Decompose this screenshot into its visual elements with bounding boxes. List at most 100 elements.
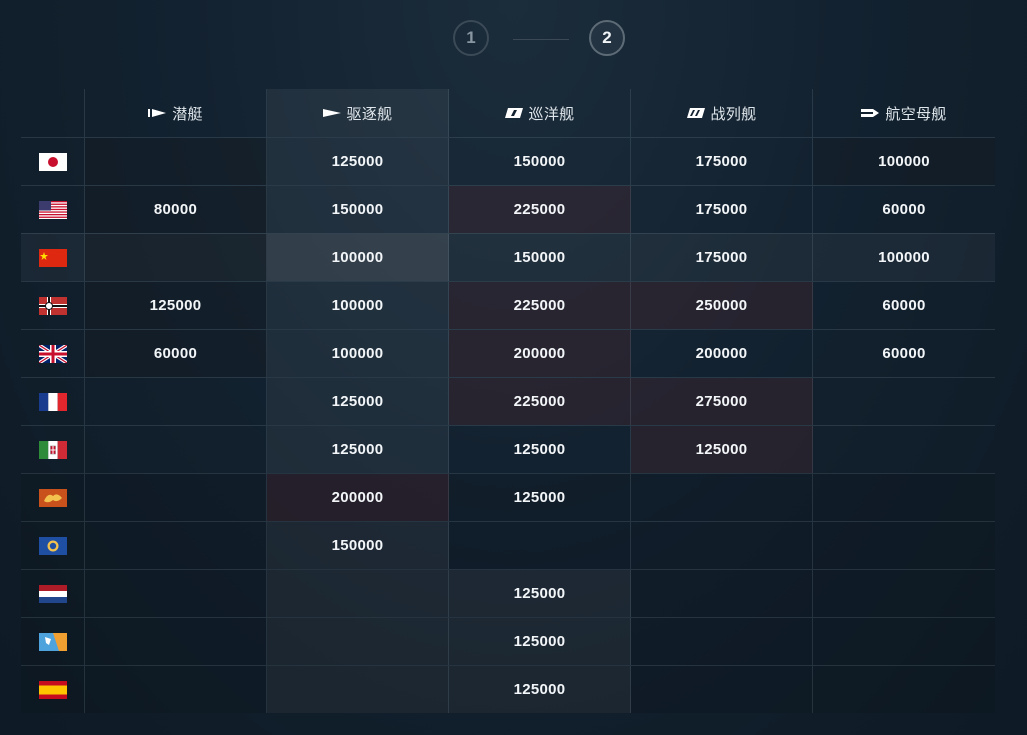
cell-cruiser: 125000 xyxy=(449,666,631,713)
page-2-button[interactable]: 2 xyxy=(589,20,625,56)
cell-battleship: 275000 xyxy=(631,378,813,425)
cell-battleship: 175000 xyxy=(631,138,813,185)
header-destroyer: 驱逐舰 xyxy=(267,89,449,137)
nation-cell xyxy=(21,282,85,329)
cell-battleship: 175000 xyxy=(631,186,813,233)
cell-destroyer: 100000 xyxy=(267,282,449,329)
header-cruiser: 巡洋舰 xyxy=(449,89,631,137)
table-row: 125000 xyxy=(21,617,995,665)
cell-destroyer xyxy=(267,666,449,713)
submarine-icon xyxy=(148,109,167,117)
uk-flag xyxy=(38,344,67,363)
table-row: 100000 150000 175000 100000 xyxy=(21,233,995,281)
cell-cruiser: 150000 xyxy=(449,234,631,281)
header-label: 航空母舰 xyxy=(885,105,947,123)
cell-cruiser: 225000 xyxy=(449,186,631,233)
pan-europe-flag xyxy=(38,488,67,507)
pan-america-flag xyxy=(38,632,67,651)
cell-aircraft-carrier: 60000 xyxy=(882,345,926,362)
italy-flag xyxy=(38,440,67,459)
header-label: 潜艇 xyxy=(172,105,203,123)
table-row: 150000 xyxy=(21,521,995,569)
cell-aircraft-carrier: 60000 xyxy=(882,201,926,218)
page-1-button[interactable]: 1 xyxy=(453,20,489,56)
pagination-connector xyxy=(513,39,569,40)
cell-battleship: 175000 xyxy=(631,234,813,281)
nation-cell xyxy=(21,234,85,281)
cell-battleship xyxy=(631,666,813,713)
cell-cruiser: 125000 xyxy=(449,474,631,521)
france-flag xyxy=(38,392,67,411)
cell-destroyer: 125000 xyxy=(267,426,449,473)
germany-flag xyxy=(38,296,67,315)
cell-battleship xyxy=(631,474,813,521)
usa-flag xyxy=(38,200,67,219)
cell-submarine xyxy=(85,234,267,281)
cell-submarine xyxy=(85,666,267,713)
cell-destroyer: 100000 xyxy=(267,330,449,377)
cell-aircraft-carrier: 100000 xyxy=(878,249,930,266)
cell-aircraft-carrier xyxy=(813,426,995,473)
cell-destroyer xyxy=(267,618,449,665)
cell-destroyer: 200000 xyxy=(267,474,449,521)
cell-aircraft-carrier xyxy=(813,378,995,425)
cell-submarine xyxy=(85,570,267,617)
header-label: 战列舰 xyxy=(710,105,757,123)
cell-aircraft-carrier: 100000 xyxy=(813,138,995,185)
china-flag xyxy=(38,248,67,267)
header-battleship: 战列舰 xyxy=(631,89,813,137)
cell-aircraft-carrier xyxy=(813,570,995,617)
table-row: 60000 100000 200000 200000 60000 xyxy=(21,329,995,377)
nation-ship-type-table: 潜艇 驱逐舰 巡洋舰 战列舰 航空母舰 125000 150000 175000 10… xyxy=(21,89,995,713)
cell-submarine: 80000 xyxy=(85,186,267,233)
cell-aircraft-carrier xyxy=(813,522,995,569)
cell-battleship: 200000 xyxy=(631,330,813,377)
table-body: 125000 150000 175000 100000 80000 150000 22500… xyxy=(21,137,995,713)
nation-cell xyxy=(21,522,85,569)
cell-submarine: 60000 xyxy=(85,330,267,377)
header-label: 巡洋舰 xyxy=(528,105,575,123)
cell-aircraft-carrier xyxy=(813,666,995,713)
nation-cell xyxy=(21,138,85,185)
header-aircraft-carrier: 航空母舰 xyxy=(813,89,995,137)
table-row: 125000 100000 225000 250000 60000 xyxy=(21,281,995,329)
aircraft-carrier-icon xyxy=(861,109,880,117)
nation-cell xyxy=(21,186,85,233)
cell-destroyer: 100000 xyxy=(267,234,449,281)
cell-battleship: 125000 xyxy=(631,426,813,473)
cell-submarine xyxy=(85,618,267,665)
cell-cruiser: 200000 xyxy=(449,330,631,377)
nation-cell xyxy=(21,666,85,713)
cell-destroyer: 125000 xyxy=(267,378,449,425)
cell-cruiser: 150000 xyxy=(449,138,631,185)
destroyer-icon xyxy=(322,109,341,117)
cell-submarine xyxy=(85,378,267,425)
header-submarine: 潜艇 xyxy=(85,89,267,137)
cell-destroyer: 150000 xyxy=(267,522,449,569)
netherlands-flag xyxy=(38,584,67,603)
table-row: 80000 150000 225000 175000 60000 xyxy=(21,185,995,233)
cell-cruiser: 225000 xyxy=(449,282,631,329)
battleship-icon xyxy=(686,108,705,118)
table-row: 125000 xyxy=(21,569,995,617)
table-header: 潜艇 驱逐舰 巡洋舰 战列舰 航空母舰 xyxy=(21,89,995,137)
nation-cell xyxy=(21,426,85,473)
cell-submarine: 125000 xyxy=(85,282,267,329)
nation-cell xyxy=(21,570,85,617)
cell-battleship: 250000 xyxy=(631,282,813,329)
table-row: 125000 125000 125000 xyxy=(21,425,995,473)
header-label: 驱逐舰 xyxy=(346,105,393,123)
cell-battleship xyxy=(631,618,813,665)
table-row: 125000 225000 275000 xyxy=(21,377,995,425)
cell-aircraft-carrier xyxy=(813,618,995,665)
cell-submarine xyxy=(85,522,267,569)
japan-flag xyxy=(38,152,67,171)
nation-cell xyxy=(21,474,85,521)
nation-cell xyxy=(21,330,85,377)
spain-flag xyxy=(38,680,67,699)
header-nation-column xyxy=(21,89,85,137)
pagination: 1 2 xyxy=(453,20,629,60)
nation-cell xyxy=(21,618,85,665)
cell-aircraft-carrier: 60000 xyxy=(882,297,926,314)
cruiser-icon xyxy=(504,108,523,118)
